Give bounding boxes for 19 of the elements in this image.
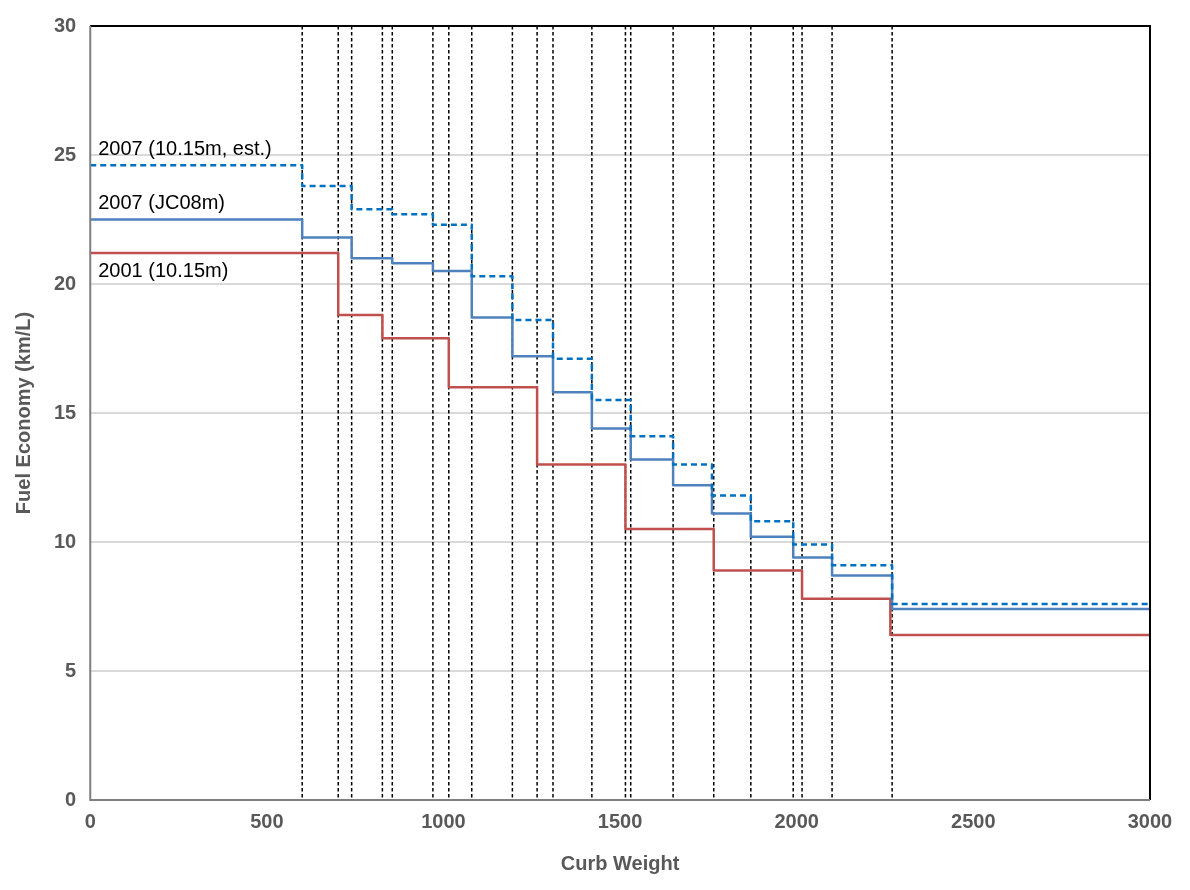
x-tick-label: 0 bbox=[84, 809, 96, 832]
x-tick-label: 2000 bbox=[774, 809, 819, 832]
x-tick-label: 3000 bbox=[1127, 809, 1173, 832]
y-tick-label: 30 bbox=[54, 13, 77, 36]
x-axis-title: Curb Weight bbox=[560, 851, 680, 874]
series-label: 2007 (JC08m) bbox=[98, 191, 225, 214]
y-tick-label: 20 bbox=[54, 271, 77, 294]
x-tick-label: 1000 bbox=[421, 809, 466, 832]
x-tick-label: 1500 bbox=[597, 809, 643, 832]
y-tick-label: 10 bbox=[54, 529, 77, 552]
series-label: 2007 (10.15m, est.) bbox=[98, 136, 272, 159]
y-tick-label: 0 bbox=[65, 787, 77, 810]
y-axis-title: Fuel Economy (km/L) bbox=[11, 311, 34, 515]
y-tick-label: 5 bbox=[65, 658, 77, 681]
x-tick-label: 2500 bbox=[951, 809, 996, 832]
x-tick-label: 500 bbox=[250, 809, 284, 832]
series-label: 2001 (10.15m) bbox=[98, 258, 229, 281]
y-tick-label: 25 bbox=[54, 142, 77, 165]
y-tick-label: 15 bbox=[54, 400, 77, 423]
